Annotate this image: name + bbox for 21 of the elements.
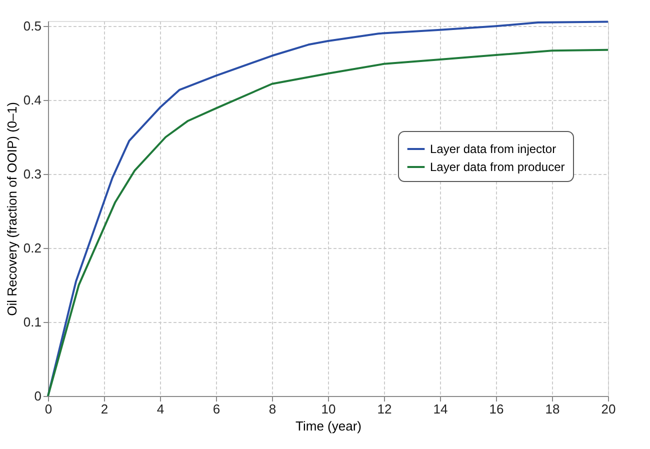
x-tick-label: 14 (433, 402, 448, 416)
legend-label: Layer data from injector (430, 142, 556, 156)
x-tick-label: 6 (212, 402, 220, 416)
y-tick-label: 0 (34, 388, 42, 404)
y-tick-label: 0.4 (23, 92, 42, 108)
y-tick-label: 0.2 (23, 240, 42, 256)
x-tick-label: 20 (601, 402, 616, 416)
x-tick-label: 12 (377, 402, 392, 416)
y-axis-title: Oil Recovery (fraction of OOIP) (0–1) (4, 102, 20, 316)
legend-label: Layer data from producer (430, 160, 565, 174)
y-tick-label: 0.3 (23, 166, 42, 182)
x-tick-label: 0 (44, 402, 52, 416)
x-tick-label: 10 (321, 402, 336, 416)
x-tick-label: 18 (545, 402, 560, 416)
x-axis-title: Time (year) (296, 418, 362, 434)
x-tick-label: 16 (489, 402, 504, 416)
y-tick-label: 0.1 (23, 314, 42, 330)
x-tick-label: 8 (268, 402, 276, 416)
y-tick-label: 0.5 (23, 18, 42, 34)
x-tick-label: 2 (100, 402, 108, 416)
x-tick-label: 4 (156, 402, 164, 416)
